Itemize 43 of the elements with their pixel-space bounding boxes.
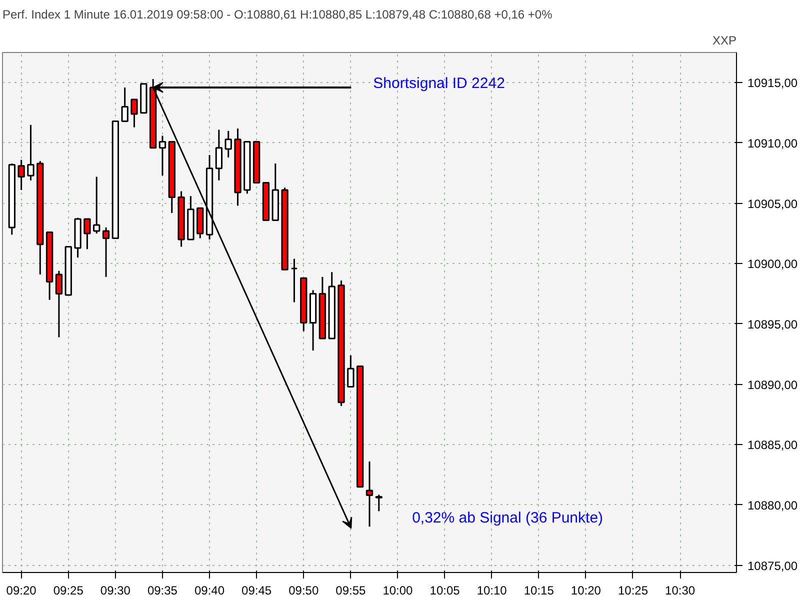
candlestick	[84, 218, 91, 250]
x-tick-label: 09:45	[242, 584, 272, 598]
x-tick-label: 09:55	[336, 584, 366, 598]
candlestick	[18, 159, 25, 191]
annotation: Shortsignal ID 2242	[373, 75, 505, 92]
y-tick-label: 10910,00	[748, 136, 798, 150]
x-tick-label: 10:15	[524, 584, 554, 598]
x-tick-label: 10:20	[570, 584, 602, 598]
candlestick	[121, 86, 128, 122]
y-tick-label: 10890,00	[748, 378, 798, 392]
y-tick-label: 10875,00	[748, 558, 798, 573]
x-tick-label: 09:30	[100, 584, 131, 598]
candlestick	[102, 226, 110, 278]
candlestick	[158, 135, 166, 176]
candlestick	[224, 130, 232, 158]
y-tick-label: 10895,00	[748, 317, 798, 332]
candlestick	[215, 128, 223, 182]
candlestick	[55, 270, 63, 338]
candlestick	[130, 98, 138, 128]
x-tick-label: 10:25	[618, 584, 648, 598]
candlestick	[375, 494, 382, 512]
candlestick	[366, 460, 374, 528]
y-tick-label: 10880,00	[748, 498, 798, 512]
y-tick-label: 10885,00	[748, 438, 798, 452]
x-tick-label: 10:10	[476, 584, 508, 598]
x-tick-label: 10:00	[382, 584, 414, 598]
annotation: 0,32% ab Signal (36 Punkte)	[412, 509, 604, 526]
x-tick-label: 09:20	[6, 584, 37, 598]
x-tick-label: 09:25	[53, 584, 84, 598]
candlestick	[290, 258, 298, 303]
y-tick-label: 10915,00	[748, 76, 798, 90]
chart-title: Perf. Index 1 Minute 16.01.2019 09:58:00 - O:10880,61 H:10880,85 L:10879,48 C:10880,68 +0,16 +0%	[2, 8, 553, 22]
candlestick	[93, 176, 100, 234]
x-tick-label: 09:40	[194, 584, 225, 598]
y-tick-label: 10900,00	[748, 257, 798, 272]
x-tick-label: 09:35	[147, 584, 178, 598]
candlestick	[347, 354, 354, 388]
x-tick-label: 10:30	[665, 584, 696, 598]
y-tick-label: 10905,00	[748, 196, 798, 211]
x-tick-label: 09:50	[288, 584, 319, 598]
candlestick	[27, 124, 34, 182]
y-axis-title: XXP	[712, 34, 737, 48]
x-tick-label: 10:05	[430, 584, 460, 598]
